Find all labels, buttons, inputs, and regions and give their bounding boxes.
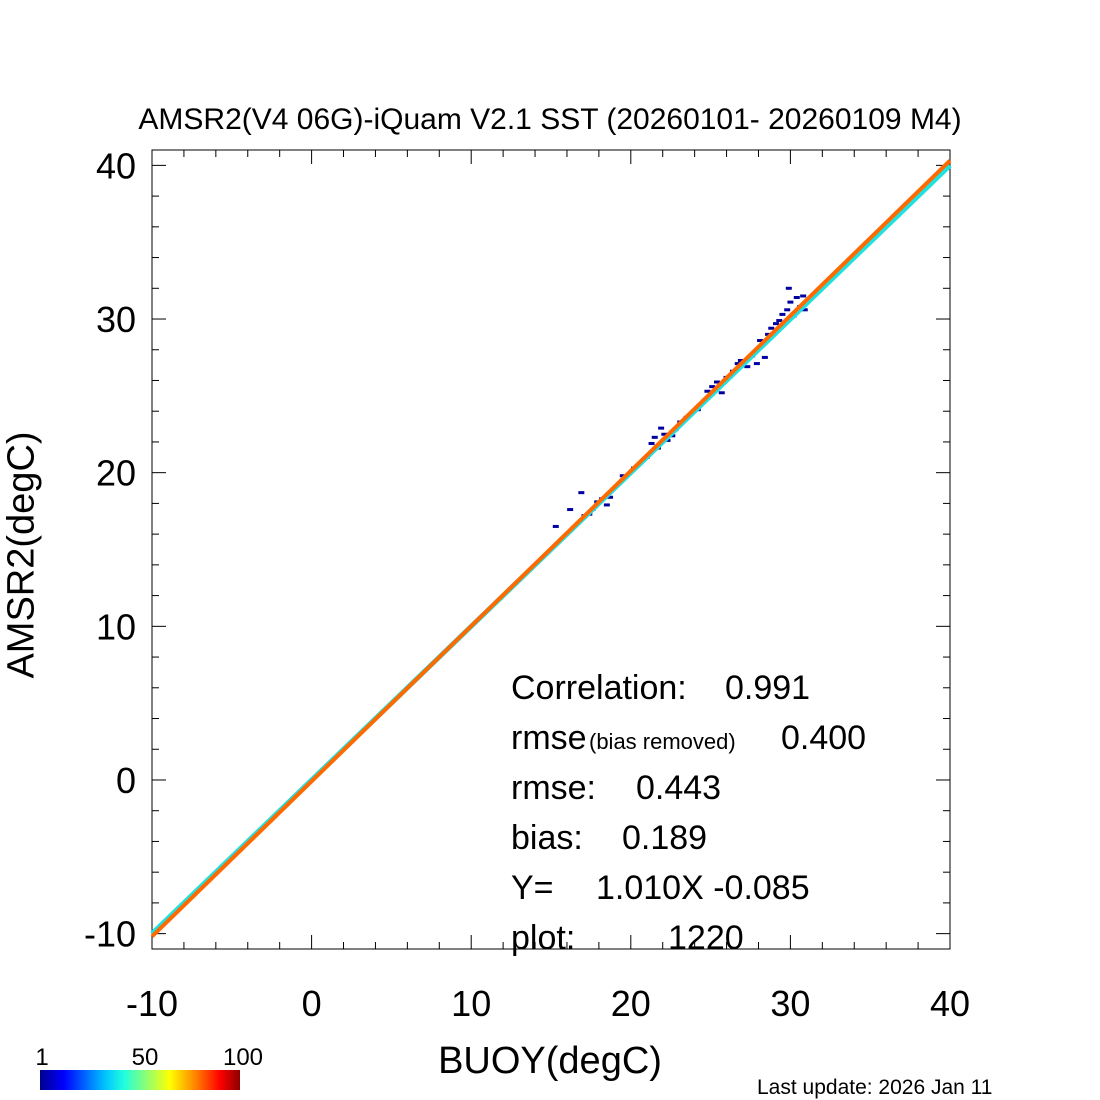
y-tick-label: 40 [96, 145, 136, 186]
correlation-label: Correlation: [511, 669, 687, 707]
data-point [768, 326, 775, 330]
data-point [578, 491, 585, 495]
data-point [753, 362, 760, 366]
plot-frame [151, 149, 951, 950]
colorbar-tick-mid: 50 [131, 1044, 159, 1071]
data-point [651, 435, 658, 439]
x-tick-label: 30 [770, 983, 810, 1024]
fit-label: Y= [511, 869, 554, 907]
data-point [776, 319, 783, 323]
data-point [658, 426, 665, 430]
x-tick-label: 10 [451, 983, 491, 1024]
rmse-bias-removed-label: rmse [511, 719, 587, 757]
regression-line [150, 159, 952, 938]
x-tick-label: 0 [302, 983, 322, 1024]
data-point [552, 524, 559, 528]
data-point [761, 355, 768, 359]
rmse-label: rmse: [511, 769, 596, 807]
y-tick-label: -10 [84, 914, 136, 955]
x-tick-label: 40 [930, 983, 970, 1024]
data-point [773, 322, 780, 326]
data-point [567, 508, 574, 512]
data-point [801, 308, 808, 312]
y-tick-label: 0 [116, 760, 136, 801]
rmse-value: 0.443 [636, 769, 721, 807]
last-update-text: Last update: 2026 Jan 11 [757, 1076, 993, 1099]
data-point [744, 365, 751, 369]
data-point [779, 312, 786, 316]
data-point [784, 308, 791, 312]
x-tick-label: 20 [611, 983, 651, 1024]
data-point [737, 359, 744, 363]
fit-value: 1.010X -0.085 [596, 869, 810, 907]
data-point [648, 441, 655, 445]
data-point [734, 362, 741, 366]
data-point [619, 474, 626, 478]
data-point [785, 286, 792, 290]
colorbar-tick-max: 100 [222, 1044, 264, 1071]
data-point [787, 300, 794, 304]
chart-title: AMSR2(V4 06G)-iQuam V2.1 SST (20260101- … [138, 103, 962, 136]
y-tick-label: 20 [96, 453, 136, 494]
colorbar-tick-min: 1 [35, 1044, 49, 1071]
rmse-bias-removed-value: 0.400 [781, 719, 866, 757]
data-point [704, 389, 711, 393]
data-point [709, 385, 716, 389]
data-point [757, 339, 764, 343]
data-point [765, 332, 772, 336]
data-point [718, 391, 725, 395]
data-point [607, 495, 614, 499]
y-tick-label: 10 [96, 606, 136, 647]
correlation-value: 0.991 [725, 669, 810, 707]
data-point [713, 380, 720, 384]
y-tick-label: 30 [96, 299, 136, 340]
data-point [603, 503, 610, 507]
plot-count-label: plot: [511, 919, 575, 957]
bias-value: 0.189 [622, 819, 707, 857]
colorbar [40, 1070, 240, 1090]
plot-count-value: 1220 [668, 919, 744, 957]
data-point [793, 296, 800, 300]
bias-label: bias: [511, 819, 583, 857]
rmse-bias-removed-sublabel: (bias removed) [589, 729, 736, 754]
x-axis-label: BUOY(degC) [438, 1040, 662, 1082]
data-point [800, 294, 807, 298]
x-tick-label: -10 [126, 983, 178, 1024]
data-point [661, 432, 668, 436]
